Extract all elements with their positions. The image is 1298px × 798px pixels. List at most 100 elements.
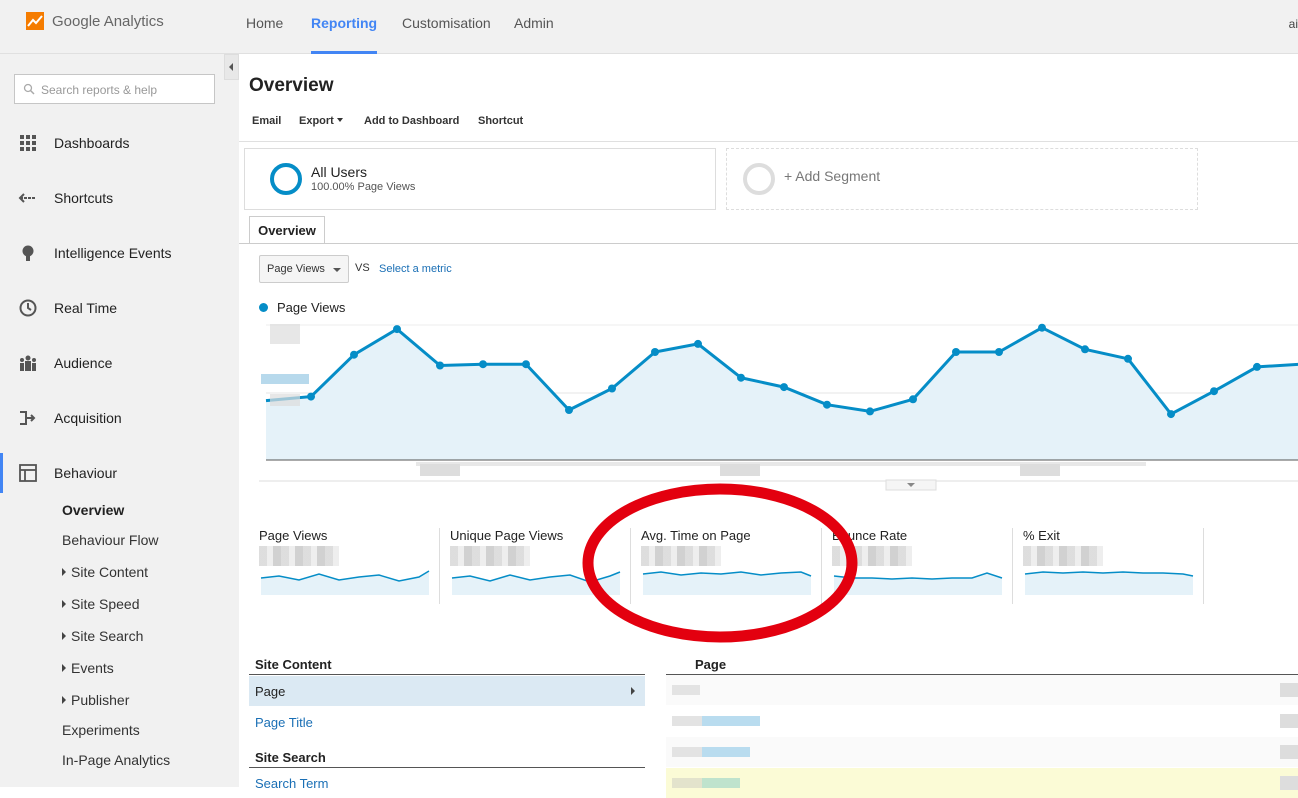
email-button[interactable]: Email — [252, 115, 282, 127]
nav-admin[interactable]: Admin — [514, 15, 554, 31]
data-point[interactable] — [780, 383, 788, 392]
sidebar-sub-site-search[interactable]: Site Search — [62, 628, 143, 644]
shortcut-button[interactable]: Shortcut — [478, 115, 524, 127]
data-point[interactable] — [565, 406, 573, 414]
data-point[interactable] — [694, 339, 702, 348]
select-metric-link[interactable]: Select a metric — [379, 263, 452, 275]
sidebar-item-audience[interactable]: Audience — [0, 343, 239, 383]
expand-arrow-icon — [62, 568, 66, 576]
sparkline-exit-rate[interactable]: % Exit — [1023, 524, 1201, 604]
search-input[interactable]: Search reports & help — [14, 74, 215, 104]
analytics-logo-icon — [26, 12, 44, 30]
nav-home[interactable]: Home — [246, 15, 284, 31]
table-row[interactable] — [666, 768, 1298, 798]
chevron-down-icon — [907, 483, 915, 487]
redacted-x-tick — [420, 464, 460, 476]
vs-label: VS — [355, 262, 370, 274]
page-views-chart[interactable] — [239, 312, 1298, 492]
sidebar-item-acquisition[interactable]: Acquisition — [0, 398, 239, 438]
redacted-value — [1023, 546, 1103, 566]
table-row[interactable] — [666, 675, 1298, 705]
empty-segment-ring-icon — [743, 163, 775, 195]
data-point[interactable] — [1167, 410, 1175, 419]
sparkline-unique-page-views[interactable]: Unique Page Views — [450, 524, 628, 604]
sidebar-item-behaviour[interactable]: Behaviour — [0, 453, 239, 493]
data-point[interactable] — [1081, 345, 1089, 354]
redacted-value — [641, 546, 721, 566]
sidebar-sub-in-page-analytics[interactable]: In-Page Analytics — [62, 752, 171, 768]
dimension-label: Page — [255, 684, 286, 699]
sidebar-item-dashboards[interactable]: Dashboards — [0, 123, 239, 163]
sidebar-sub-label: Events — [71, 660, 114, 676]
metric-select[interactable]: Page Views — [259, 255, 349, 283]
collapse-sidebar-button[interactable] — [224, 54, 239, 80]
sidebar-sub-site-speed[interactable]: Site Speed — [62, 596, 140, 612]
site-content-heading: Site Content — [255, 657, 332, 672]
sidebar-sub-site-content[interactable]: Site Content — [62, 564, 148, 580]
sparkline-graph — [1024, 571, 1194, 595]
sidebar-item-intelligence-events[interactable]: Intelligence Events — [0, 233, 239, 273]
nav-reporting[interactable]: Reporting — [311, 0, 378, 54]
data-point[interactable] — [436, 361, 444, 370]
user-account[interactable]: ai — [1288, 17, 1298, 31]
data-point[interactable] — [952, 348, 960, 356]
app-name: Google Analytics — [52, 12, 164, 30]
table-row[interactable] — [666, 706, 1298, 736]
tab-overview[interactable]: Overview — [249, 216, 325, 244]
sidebar-item-real-time[interactable]: Real Time — [0, 288, 239, 328]
range-scrollbar[interactable] — [416, 462, 1146, 466]
redacted-value — [450, 546, 530, 566]
redacted-cell — [672, 747, 750, 757]
acquisition-arrows-icon — [20, 411, 36, 425]
data-point[interactable] — [1124, 354, 1132, 363]
page-column-header: Page — [695, 657, 727, 672]
sidebar-sub-experiments[interactable]: Experiments — [62, 722, 140, 738]
sparkline-avg-time-on-page[interactable]: Avg. Time on Page — [641, 524, 819, 604]
data-point[interactable] — [522, 360, 530, 369]
export-button[interactable]: Export — [299, 115, 343, 127]
data-point[interactable] — [737, 373, 745, 382]
sidebar-sub-behaviour-flow[interactable]: Behaviour Flow — [62, 532, 159, 548]
sidebar-sub-events[interactable]: Events — [62, 660, 114, 676]
data-point[interactable] — [823, 400, 831, 409]
dimension-page-row[interactable]: Page — [249, 676, 645, 706]
series-points — [307, 323, 1261, 419]
page-title-link[interactable]: Page Title — [255, 715, 313, 730]
sparkline-page-views[interactable]: Page Views — [259, 524, 437, 604]
main-content: Overview Email Export Add to Dashboard S… — [239, 54, 1298, 798]
data-point[interactable] — [393, 325, 401, 334]
sidebar-sub-overview[interactable]: Overview — [62, 502, 125, 518]
metric-select-value: Page Views — [267, 263, 325, 275]
divider — [249, 767, 645, 768]
redacted-y-tick — [261, 374, 309, 384]
ga-logo[interactable]: Google Analytics — [26, 12, 164, 30]
data-point[interactable] — [307, 392, 315, 401]
data-point[interactable] — [1038, 323, 1046, 332]
data-point[interactable] — [995, 348, 1003, 356]
sidebar-sub-publisher[interactable]: Publisher — [62, 692, 129, 708]
data-point[interactable] — [909, 395, 917, 404]
search-term-link[interactable]: Search Term — [255, 776, 329, 791]
data-point[interactable] — [1210, 387, 1218, 396]
expand-arrow-icon — [62, 600, 66, 608]
sidebar-item-label: Audience — [54, 355, 113, 371]
behaviour-layout-icon — [19, 464, 37, 482]
series-area — [266, 327, 1298, 460]
sidebar-item-shortcuts[interactable]: Shortcuts — [0, 178, 239, 218]
data-point[interactable] — [608, 384, 616, 393]
add-to-dashboard-button[interactable]: Add to Dashboard — [364, 115, 460, 127]
legend-label: Page Views — [277, 300, 346, 315]
segment-name: All Users — [311, 164, 368, 180]
data-point[interactable] — [350, 350, 358, 359]
data-point[interactable] — [866, 407, 874, 416]
data-point[interactable] — [651, 348, 659, 356]
people-icon — [20, 355, 36, 371]
data-point[interactable] — [479, 360, 487, 369]
segment-all-users[interactable]: All Users 100.00% Page Views — [244, 148, 716, 210]
data-point[interactable] — [1253, 362, 1261, 371]
add-segment-button[interactable]: + Add Segment — [726, 148, 1198, 210]
nav-customisation[interactable]: Customisation — [402, 15, 491, 31]
table-row[interactable] — [666, 737, 1298, 767]
sidebar-item-label: Acquisition — [54, 410, 122, 426]
sidebar-item-label: Shortcuts — [54, 190, 114, 206]
